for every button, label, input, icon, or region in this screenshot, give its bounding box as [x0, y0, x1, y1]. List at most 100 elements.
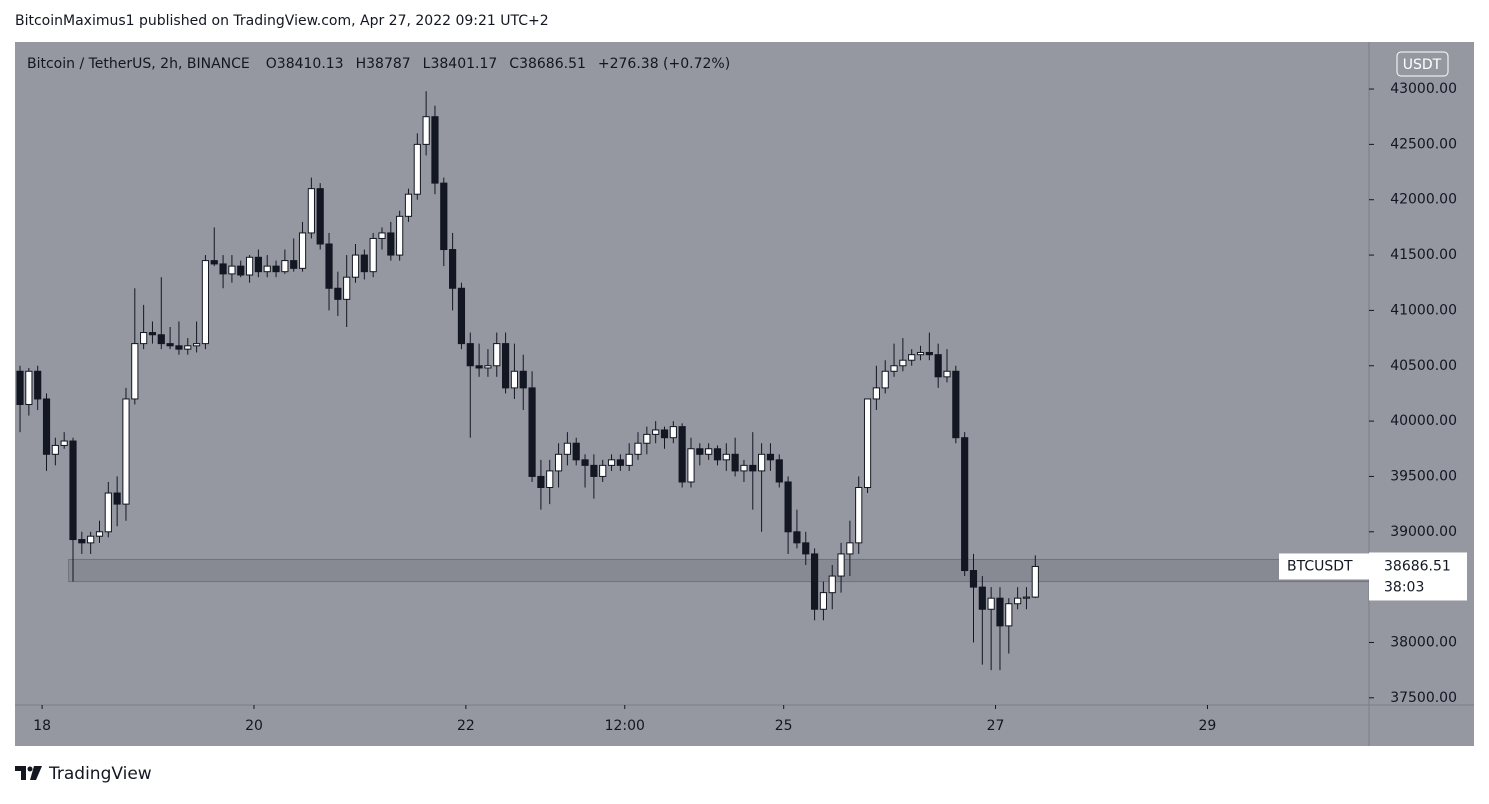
- ohlc-key: L: [423, 56, 431, 72]
- candle-body: [863, 398, 872, 489]
- candle-body: [652, 429, 660, 435]
- candle-body: [1031, 565, 1039, 598]
- candle-body: [69, 440, 77, 541]
- candle-body: [210, 260, 218, 265]
- candle-body: [325, 243, 333, 289]
- x-tick-label: 12:00: [605, 718, 645, 734]
- currency-button[interactable]: [1396, 51, 1449, 77]
- candle-body: [528, 387, 536, 477]
- candle-body: [263, 265, 271, 273]
- candle-body: [961, 437, 969, 572]
- y-tick-label: 41500.00: [1390, 247, 1457, 263]
- candle-body: [219, 263, 227, 275]
- currency-label[interactable]: USDT: [1403, 57, 1442, 73]
- candle-body: [422, 116, 430, 145]
- candle-body: [696, 448, 704, 455]
- price-box: [1369, 552, 1467, 601]
- candle-body: [228, 265, 236, 275]
- candle-body: [554, 453, 563, 472]
- candle-body: [510, 370, 519, 389]
- candle-body: [493, 343, 501, 367]
- last-price: 38686.51: [1384, 558, 1451, 574]
- candle-body: [51, 444, 59, 455]
- candle-body: [581, 459, 589, 466]
- candle-body: [42, 398, 51, 455]
- candle-body: [404, 193, 413, 217]
- candle-body: [502, 343, 510, 389]
- candle-body: [360, 254, 368, 273]
- candle-body: [828, 575, 836, 594]
- candle-body: [925, 351, 933, 356]
- candle-body: [987, 597, 995, 610]
- candle-body: [740, 464, 748, 472]
- ohlc-key: O: [266, 56, 277, 72]
- candle-body: [34, 370, 42, 400]
- plot-background: [15, 42, 1369, 705]
- ohlc-legend: Bitcoin / TetherUS, 2h, BINANCE O 38410.1…: [27, 56, 730, 72]
- candle-body: [484, 365, 492, 369]
- y-tick-label: 38000.00: [1390, 634, 1457, 650]
- x-tick-label: 22: [457, 718, 475, 734]
- candle-body: [881, 370, 889, 389]
- candle-body: [166, 343, 174, 347]
- candle-body: [16, 370, 24, 405]
- candle-body: [237, 265, 245, 276]
- candle-body: [890, 365, 898, 372]
- candle-body: [431, 116, 439, 184]
- candle-body: [104, 492, 112, 533]
- support-zone: [68, 558, 1370, 583]
- candle-body: [978, 586, 986, 610]
- symbol-label: BTCUSDT: [1287, 558, 1353, 574]
- candle-body: [872, 387, 880, 400]
- x-tick-label: 27: [987, 718, 1005, 734]
- candle-body: [634, 442, 642, 455]
- candle-body: [343, 276, 351, 300]
- symbol-box: [1279, 553, 1369, 580]
- candle-body: [387, 232, 395, 256]
- candle-body: [175, 345, 183, 350]
- x-tick-label: 29: [1199, 718, 1217, 734]
- ohlc-value: 38787: [366, 56, 411, 72]
- candle-body: [193, 343, 201, 347]
- candle-body: [396, 215, 404, 256]
- ohlc-key: H: [356, 56, 367, 72]
- time-axis-background: [15, 705, 1369, 746]
- candle-body: [131, 343, 139, 400]
- candle-body: [157, 334, 165, 345]
- brand-name: TradingView: [48, 764, 152, 784]
- candle-body: [25, 370, 33, 405]
- candle-body: [819, 592, 827, 610]
- ohlc-value: 38686.51: [519, 56, 586, 72]
- chart-title: Bitcoin / TetherUS, 2h, BINANCE: [27, 56, 250, 72]
- candle-body: [855, 487, 863, 544]
- candle-body: [122, 398, 130, 505]
- candle-body: [245, 256, 254, 276]
- ohlc-value: 38401.17: [430, 56, 497, 72]
- candle-body: [969, 570, 978, 588]
- candle-body: [1022, 596, 1031, 599]
- candle-body: [351, 254, 360, 278]
- y-tick-label: 42500.00: [1390, 136, 1457, 152]
- candle-body: [449, 249, 457, 289]
- countdown: 38:03: [1384, 579, 1424, 595]
- candle-body: [413, 143, 421, 195]
- candle-body: [758, 453, 766, 472]
- candle-body: [616, 459, 624, 466]
- x-tick-label: 20: [245, 718, 263, 734]
- candle-body: [731, 453, 739, 472]
- candle-body: [837, 553, 845, 577]
- candle-body: [916, 351, 925, 356]
- y-tick-label: 43000.00: [1390, 81, 1457, 97]
- candle-body: [563, 442, 571, 455]
- candles: [16, 91, 1370, 671]
- candle-body: [378, 232, 386, 239]
- candle-body: [1005, 603, 1013, 627]
- candle-body: [678, 426, 686, 483]
- candle-body: [95, 531, 104, 537]
- candle-body: [846, 542, 854, 555]
- candle-body: [775, 459, 783, 483]
- candle-body: [669, 426, 677, 439]
- candle-body: [766, 453, 775, 461]
- candle-body: [996, 597, 1004, 627]
- candle-body: [943, 370, 951, 378]
